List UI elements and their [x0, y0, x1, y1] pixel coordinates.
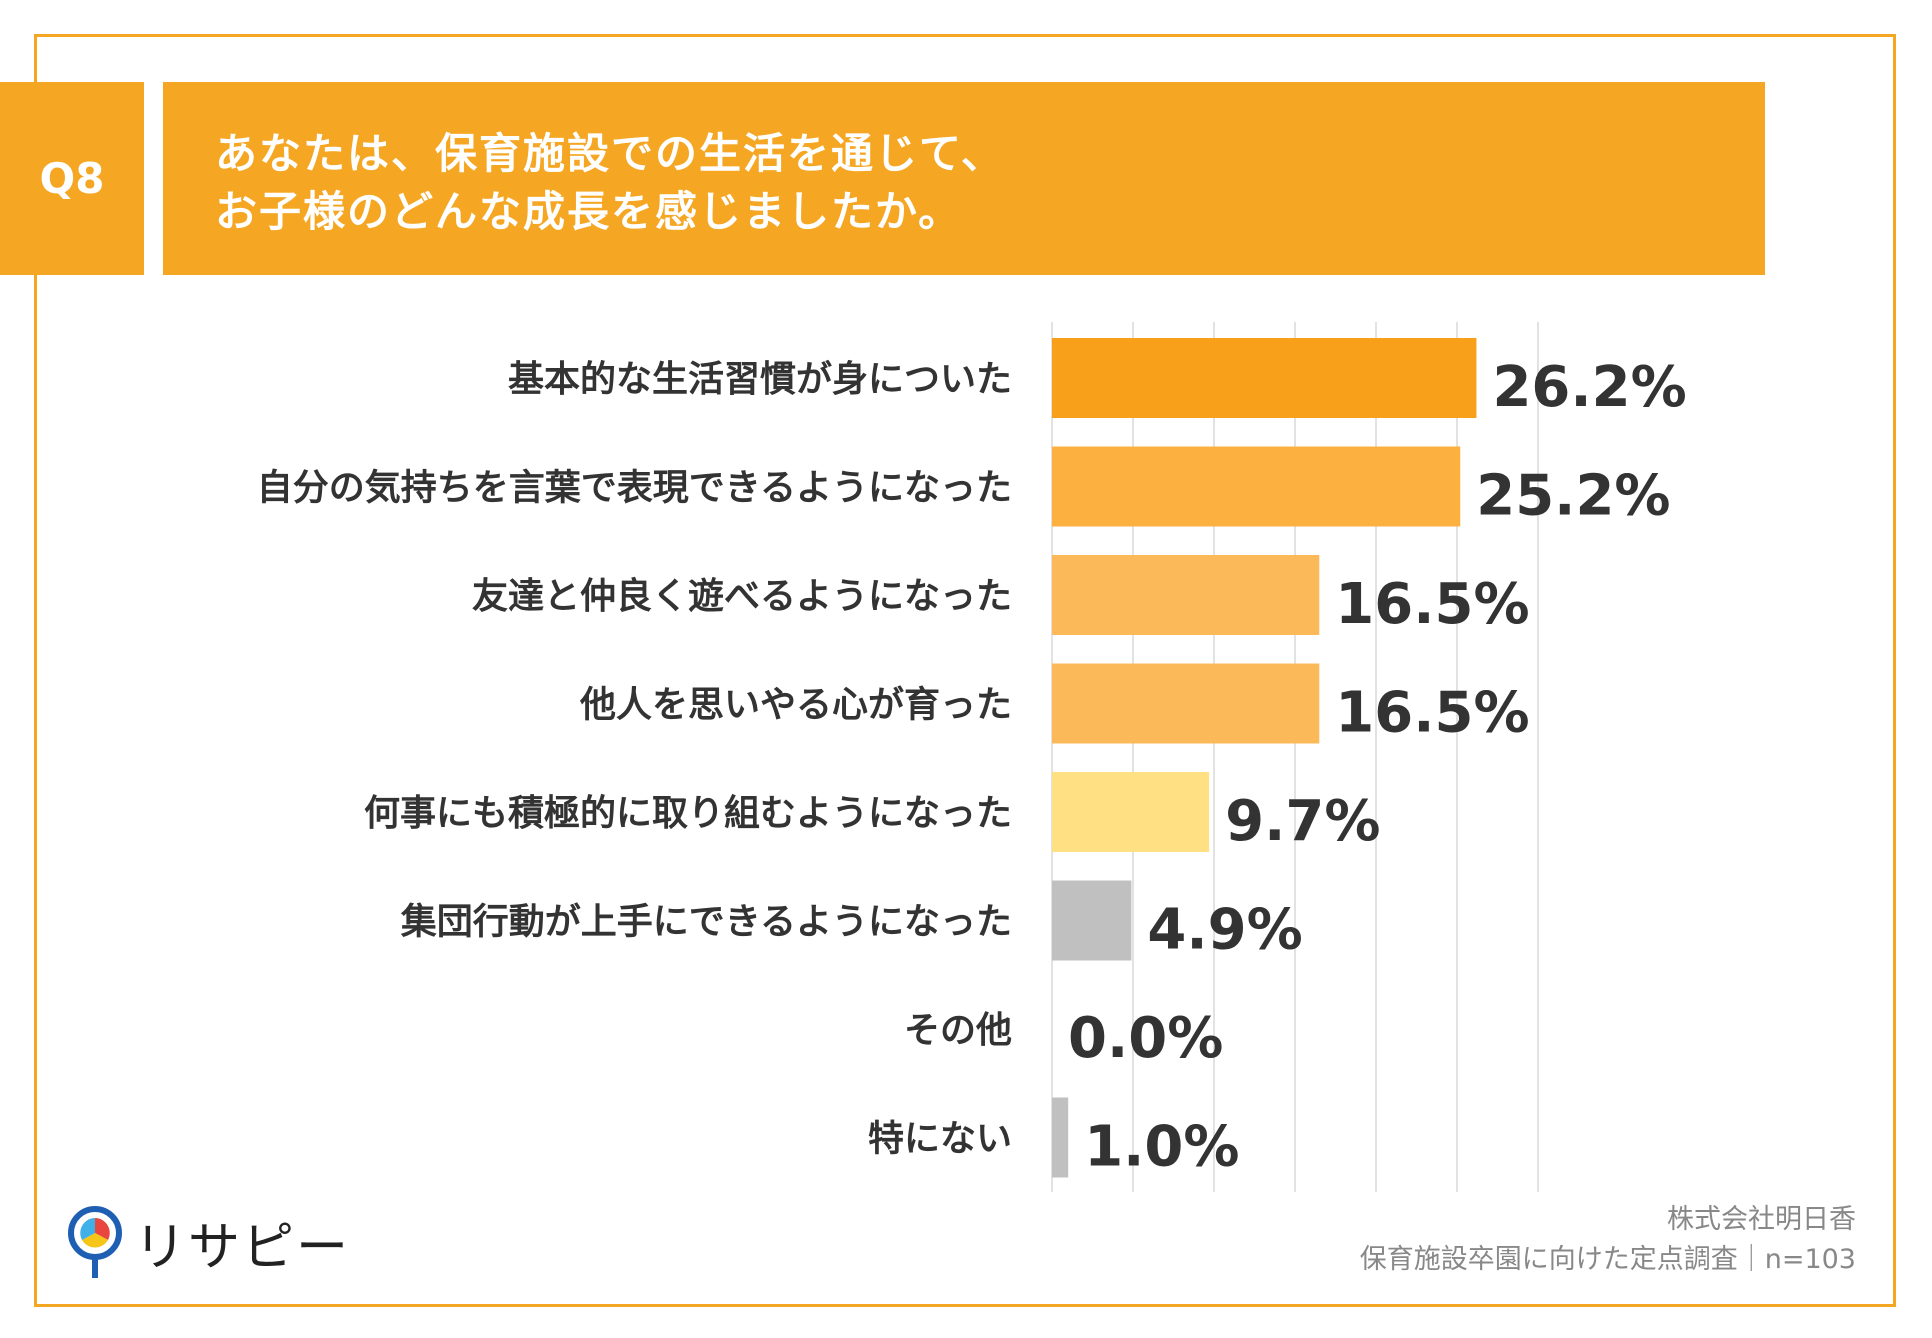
category-label: 特にない — [868, 1119, 1012, 1160]
bar — [1052, 338, 1477, 418]
source-company: 株式会社明日香 — [1667, 1204, 1856, 1235]
location-pin-icon — [68, 1205, 122, 1278]
value-label: 4.9% — [1147, 898, 1302, 963]
chart-frame — [34, 34, 1896, 1307]
category-label: その他 — [904, 1010, 1012, 1051]
value-labels: 26.2% 25.2% 16.5% 16.5% 9.7% 4.9% 0.0% 1.0% — [1068, 355, 1687, 1180]
logo-text: リサピー — [134, 1218, 351, 1278]
category-label: 集団行動が上手にできるようになった — [400, 902, 1012, 943]
value-label: 26.2% — [1492, 355, 1686, 420]
bars — [1052, 338, 1477, 1178]
title-band: あなたは、保育施設での生活を通じて、 お子様のどんな成長を感じましたか。 — [163, 82, 1765, 275]
bar — [1052, 555, 1320, 635]
bar — [1052, 663, 1320, 744]
bar — [1052, 446, 1461, 527]
value-label: 0.0% — [1068, 1006, 1223, 1071]
bar — [1052, 880, 1132, 961]
brand-logo: リサピー — [68, 1205, 350, 1280]
category-labels: 基本的な生活習慣が身についた自分の気持ちを言葉で表現できるようになった友達と仲良… — [257, 359, 1012, 1160]
value-label: 9.7% — [1225, 789, 1380, 854]
chart-title-line-2: お子様のどんな成長を感じましたか。 — [215, 187, 963, 236]
value-label: 1.0% — [1084, 1115, 1239, 1180]
value-label: 16.5% — [1335, 572, 1529, 637]
question-badge: Q8 — [0, 82, 144, 275]
category-label: 友達と仲良く遊べるようになった — [472, 576, 1012, 617]
category-label: 基本的な生活習慣が身についた — [508, 359, 1012, 400]
source-survey: 保育施設卒園に向けた定点調査｜n=103 — [1359, 1244, 1856, 1275]
bar — [1052, 1097, 1069, 1178]
category-label: 他人を思いやる心が育った — [579, 685, 1012, 726]
value-label: 16.5% — [1335, 681, 1529, 746]
chart-title-line-1: あなたは、保育施設での生活を通じて、 — [215, 129, 1005, 178]
bar — [1052, 772, 1210, 852]
question-id: Q8 — [39, 154, 105, 203]
source-note: 株式会社明日香 保育施設卒園に向けた定点調査｜n=103 — [1360, 1200, 1856, 1280]
category-label: 何事にも積極的に取り組むようになった — [364, 793, 1012, 834]
value-label: 25.2% — [1476, 464, 1670, 529]
category-label: 自分の気持ちを言葉で表現できるようになった — [257, 468, 1012, 509]
